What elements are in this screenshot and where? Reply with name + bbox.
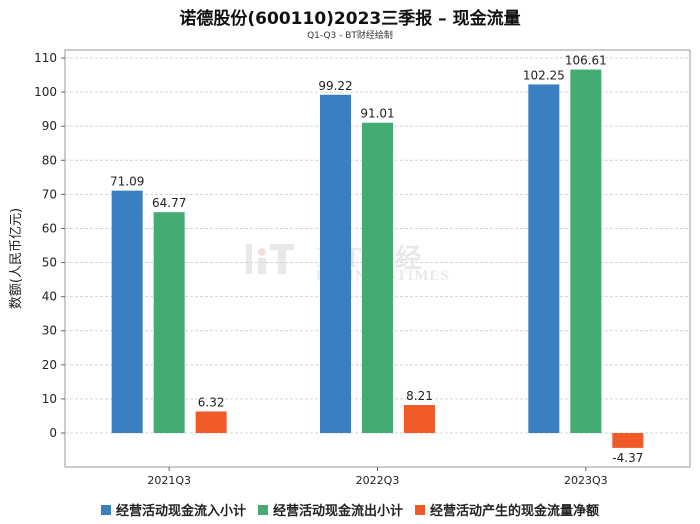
y-tick-label: 40 [42, 290, 57, 304]
y-tick-label: 90 [42, 119, 57, 133]
y-tick-label: 10 [42, 392, 57, 406]
x-tick-label: 2021Q3 [147, 474, 191, 487]
chart-title: 诺德股份(600110)2023三季报 – 现金流量 [179, 9, 521, 29]
bar [111, 190, 143, 433]
bar [404, 405, 435, 433]
bar [153, 212, 185, 433]
bar [320, 94, 351, 433]
legend-swatch-net [415, 504, 425, 515]
chart-subtitle: Q1-Q3 - BT财经绘制 [307, 31, 393, 41]
bar [195, 411, 227, 433]
data-label: -4.37 [612, 451, 643, 465]
y-tick-label: 30 [42, 324, 57, 338]
y-tick-label: 0 [49, 426, 57, 440]
data-label: 102.25 [523, 68, 565, 82]
legend-item-net: 经营活动产生的现金流量净额 [415, 500, 599, 519]
legend-swatch-outflow [257, 504, 268, 515]
y-tick-label: 60 [42, 221, 57, 235]
data-label: 6.32 [198, 395, 225, 409]
legend-label-net: 经营活动产生的现金流量净额 [430, 504, 600, 519]
data-label: 8.21 [406, 389, 433, 403]
data-label: 99.22 [318, 79, 352, 93]
legend-label-inflow: 经营活动现金流入小计 [115, 504, 246, 519]
legend-item-inflow: 经营活动现金流入小计 [100, 500, 246, 519]
bar [528, 84, 560, 433]
legend-label-outflow: 经营活动现金流出小计 [272, 504, 403, 519]
bar [612, 433, 644, 448]
y-axis-label: 数额(人民币亿元) [9, 208, 24, 309]
legend-item-outflow: 经营活动现金流出小计 [257, 500, 403, 519]
legend-swatch-inflow [100, 504, 111, 515]
data-label: 71.09 [110, 175, 144, 189]
data-label: 91.01 [360, 107, 394, 121]
y-tick-label: 80 [42, 153, 57, 167]
bar [570, 69, 602, 433]
y-tick-label: 50 [42, 256, 57, 270]
bar [362, 122, 393, 433]
legend: 经营活动现金流入小计 经营活动现金流出小计 经营活动产生的现金流量净额 [0, 500, 700, 519]
y-tick-label: 70 [42, 187, 57, 201]
y-tick-label: 20 [42, 358, 57, 372]
x-tick-label: 2023Q3 [564, 474, 608, 487]
y-tick-label: 110 [34, 51, 57, 65]
data-label: 64.77 [152, 196, 186, 210]
x-tick-label: 2022Q3 [356, 474, 400, 487]
data-label: 106.61 [565, 54, 607, 68]
y-tick-label: 100 [34, 85, 57, 99]
